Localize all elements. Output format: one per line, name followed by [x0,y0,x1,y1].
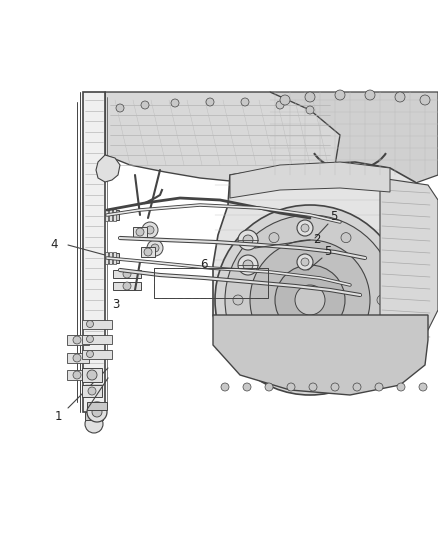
Bar [82,320,112,329]
Circle shape [233,295,243,305]
Bar [105,210,119,220]
Circle shape [73,336,81,344]
Polygon shape [213,315,428,395]
Polygon shape [213,162,428,372]
Circle shape [377,295,387,305]
Circle shape [123,270,131,278]
Circle shape [420,95,430,105]
Bar [67,335,89,345]
Circle shape [243,235,253,245]
Circle shape [241,98,249,106]
Circle shape [395,92,405,102]
Circle shape [225,215,395,385]
Circle shape [123,282,131,290]
Circle shape [142,222,158,238]
Circle shape [297,254,313,270]
Circle shape [92,407,102,417]
Circle shape [243,383,251,391]
Circle shape [86,335,93,343]
Bar [113,209,116,221]
Circle shape [305,92,315,102]
Circle shape [85,415,103,433]
Circle shape [365,90,375,100]
Bar [105,253,119,263]
Circle shape [238,255,258,275]
Text: 6: 6 [200,258,208,271]
Text: 5: 5 [324,245,332,258]
Polygon shape [105,92,340,185]
Circle shape [238,230,258,250]
Circle shape [136,228,144,236]
Bar [105,252,108,264]
Text: 1: 1 [55,410,63,423]
Text: 4: 4 [50,238,57,251]
Circle shape [287,383,295,391]
Polygon shape [230,162,390,198]
Bar [154,268,268,298]
Circle shape [87,402,107,422]
Circle shape [335,90,345,100]
Circle shape [341,232,351,243]
Text: 5: 5 [330,210,337,223]
Circle shape [301,258,309,266]
Circle shape [250,240,370,360]
Circle shape [86,351,93,358]
Circle shape [87,370,97,380]
Circle shape [280,95,290,105]
Circle shape [341,357,351,367]
Text: 2: 2 [313,233,321,246]
Circle shape [141,101,149,109]
Circle shape [221,383,229,391]
Circle shape [353,383,361,391]
Bar [85,412,103,420]
Circle shape [375,383,383,391]
Bar [82,385,102,397]
Bar [67,353,89,363]
Circle shape [301,224,309,232]
Circle shape [306,106,314,114]
Circle shape [397,383,405,391]
Bar [105,209,108,221]
Bar [82,350,112,359]
Circle shape [295,285,325,315]
Circle shape [73,371,81,379]
Bar [87,402,107,410]
Bar [82,368,102,382]
Circle shape [206,98,214,106]
Circle shape [116,104,124,112]
Circle shape [243,260,253,270]
Circle shape [265,383,273,391]
Circle shape [275,265,345,335]
Circle shape [276,101,284,109]
Circle shape [269,357,279,367]
Bar [109,209,112,221]
Polygon shape [96,155,120,182]
Bar [113,252,116,264]
Bar [133,227,147,237]
Bar [113,282,141,290]
Circle shape [151,244,159,252]
Polygon shape [270,92,438,185]
Bar [67,370,89,380]
Circle shape [144,248,152,256]
Text: 3: 3 [112,298,120,311]
Circle shape [309,383,317,391]
Circle shape [297,220,313,236]
Bar [109,252,112,264]
Circle shape [73,354,81,362]
Polygon shape [380,178,438,340]
Circle shape [419,383,427,391]
Bar [141,247,155,257]
Bar [83,92,105,412]
Circle shape [331,383,339,391]
Circle shape [146,226,154,234]
Circle shape [269,232,279,243]
Circle shape [88,387,96,395]
Circle shape [215,205,405,395]
Circle shape [86,320,93,327]
Bar [82,335,112,344]
Circle shape [171,99,179,107]
Circle shape [147,240,163,256]
Bar [113,270,141,278]
